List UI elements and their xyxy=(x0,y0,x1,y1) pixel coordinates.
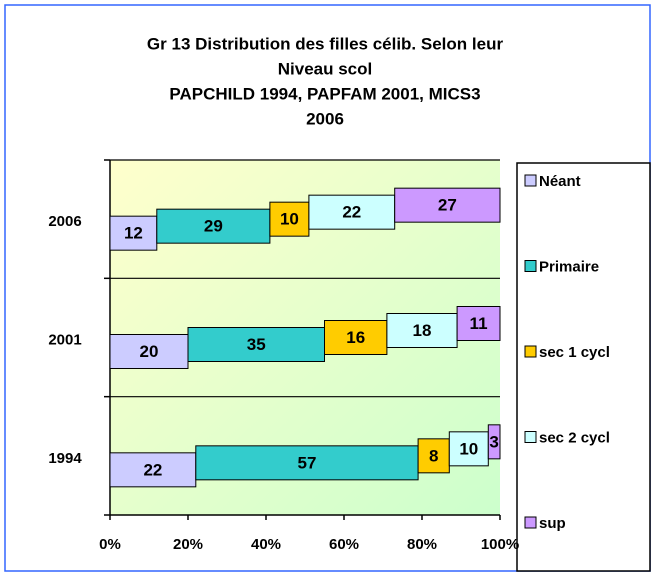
legend-label: sup xyxy=(539,515,566,532)
legend-label: Néant xyxy=(539,173,581,190)
bar-segment xyxy=(394,187,501,223)
bar-segment xyxy=(195,445,419,481)
data-label: 20 xyxy=(140,342,159,361)
chart-title: PAPCHILD 1994, PAPFAM 2001, MICS3 xyxy=(169,84,480,103)
data-label: 3 xyxy=(489,432,498,451)
data-label: 8 xyxy=(429,446,438,465)
bar-segment xyxy=(308,194,396,230)
y-tick-label: 2001 xyxy=(48,331,81,348)
bar-segment xyxy=(324,320,388,355)
legend-swatch xyxy=(524,345,537,358)
bar-segment xyxy=(109,215,158,251)
legend-label: Primaire xyxy=(539,258,599,275)
data-label: 29 xyxy=(204,217,223,236)
legend-swatch xyxy=(524,516,537,529)
chart-title: Gr 13 Distribution des filles célib. Sel… xyxy=(147,34,504,53)
y-tick-label: 2006 xyxy=(48,213,81,230)
bar-segment xyxy=(386,313,458,348)
legend-swatch xyxy=(524,174,537,187)
data-label: 27 xyxy=(438,196,457,215)
bar-segment xyxy=(109,452,197,488)
data-label: 35 xyxy=(247,335,266,354)
bar-segment xyxy=(456,306,501,341)
data-label: 10 xyxy=(459,439,478,458)
chart-title: Niveau scol xyxy=(278,59,373,78)
bar-segment xyxy=(187,327,325,362)
x-tick-label: 60% xyxy=(329,536,359,553)
chart-title: 2006 xyxy=(306,109,344,128)
legend-label: sec 1 cycl xyxy=(539,344,610,361)
data-label: 22 xyxy=(143,460,162,479)
x-tick-label: 80% xyxy=(407,536,437,553)
data-label: 18 xyxy=(413,321,432,340)
legend-swatch xyxy=(524,431,537,443)
data-label: 10 xyxy=(280,210,299,229)
data-label: 22 xyxy=(342,203,361,222)
legend xyxy=(516,162,651,572)
data-label: 11 xyxy=(470,314,488,333)
legend-label: sec 2 cycl xyxy=(539,429,610,446)
data-label: 57 xyxy=(297,453,316,472)
y-tick-label: 1994 xyxy=(48,450,82,467)
data-label: 16 xyxy=(346,328,365,347)
bar-segment xyxy=(417,438,450,474)
x-tick-label: 0% xyxy=(99,536,121,553)
bar-segment xyxy=(487,424,501,460)
data-label: 12 xyxy=(124,224,143,243)
bar-segment xyxy=(269,201,310,237)
x-tick-label: 20% xyxy=(173,536,203,553)
bar-segment xyxy=(156,208,271,244)
x-tick-label: 40% xyxy=(251,536,281,553)
legend-swatch xyxy=(524,260,537,272)
x-tick-label: 100% xyxy=(481,536,519,553)
